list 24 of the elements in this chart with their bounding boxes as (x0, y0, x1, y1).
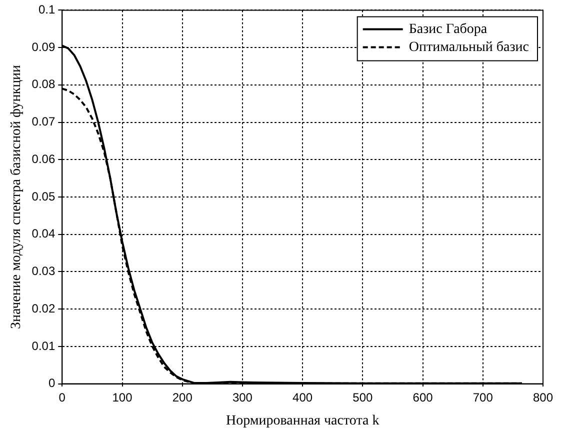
legend-label: Базис Габора (408, 22, 488, 37)
y-tick-label: 0.09 (32, 40, 56, 54)
y-tick-label: 0.07 (32, 114, 56, 129)
y-tick-label: 0 (48, 376, 56, 390)
y-tick-label: 0.1 (38, 2, 56, 17)
x-tick-label: 400 (292, 390, 313, 404)
x-axis-title: Нормированная частота k (226, 413, 380, 428)
x-tick-label: 700 (472, 390, 494, 404)
y-tick-label: 0.08 (32, 77, 56, 92)
x-tick-label: 500 (352, 390, 374, 404)
y-tick-label: 0.05 (32, 189, 56, 204)
x-tick-label: 200 (172, 390, 193, 404)
y-tick-label: 0.02 (32, 301, 56, 316)
y-tick-label: 0.03 (32, 264, 56, 278)
y-tick-label: 0.06 (32, 152, 56, 166)
y-axis-title: Значение модуля спектра базисной функции (9, 64, 24, 330)
x-tick-label: 0 (58, 390, 66, 404)
x-tick-label: 600 (412, 390, 434, 404)
legend-label: Оптимальный базис (408, 40, 530, 55)
y-tick-label: 0.04 (32, 226, 56, 241)
x-tick-label: 800 (532, 390, 554, 404)
y-tick-label: 0.01 (32, 338, 56, 353)
x-tick-label: 300 (232, 390, 253, 404)
x-tick-label: 100 (112, 390, 133, 404)
